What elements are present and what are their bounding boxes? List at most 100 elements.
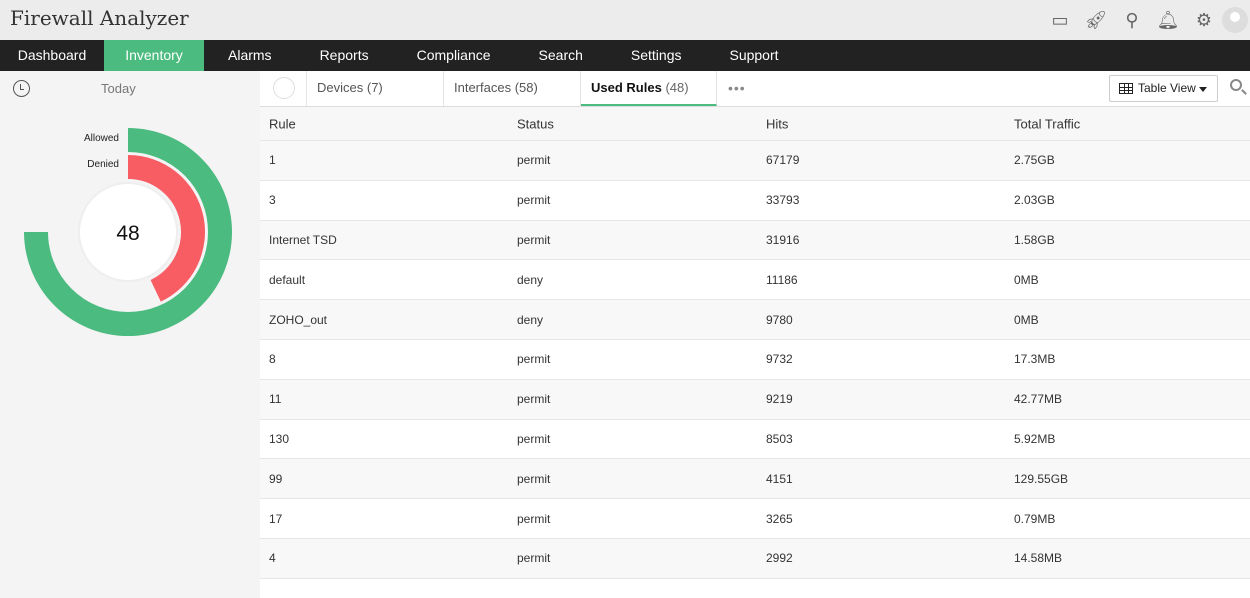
tab-label: Interfaces [454, 80, 512, 95]
view-select-label: Table View [1138, 81, 1196, 95]
arc-denied[interactable] [127, 155, 205, 302]
user-avatar-icon[interactable] [1222, 7, 1248, 33]
tab-used-rules[interactable]: Used Rules (48) [581, 71, 717, 106]
cell-traffic: 2.03GB [1014, 193, 1055, 208]
cell-rule: 4 [269, 551, 276, 566]
app-header: Firewall Analyzer ▭ 🚀︎ ⚲ 🔔︎ ⚙ [0, 0, 1250, 40]
gear-icon[interactable]: ⚙ [1195, 9, 1213, 30]
cell-traffic: 14.58MB [1014, 551, 1063, 566]
tab-label: Devices [317, 80, 364, 95]
period-label[interactable]: Today [101, 81, 136, 96]
cell-traffic: 2.75GB [1014, 153, 1055, 168]
table-row[interactable]: 99 permit 4151 129.55GB [260, 459, 1250, 500]
table-search-icon[interactable] [1230, 79, 1242, 91]
cell-rule: 17 [269, 511, 283, 526]
cell-traffic: 17.3MB [1014, 352, 1056, 367]
nav-settings[interactable]: Settings [630, 47, 682, 63]
table-row[interactable]: 17 permit 3265 0.79MB [260, 499, 1250, 539]
col-status[interactable]: Status [517, 116, 554, 131]
tab-interfaces[interactable]: Interfaces (58) [444, 71, 581, 106]
cell-traffic: 5.92MB [1014, 431, 1056, 446]
rocket-icon[interactable]: 🚀︎ [1084, 9, 1108, 30]
nav-compliance[interactable]: Compliance [416, 47, 491, 63]
presentation-icon[interactable]: ▭ [1051, 9, 1069, 30]
chevron-down-icon [1199, 87, 1207, 96]
rules-donut-chart: 48 [24, 128, 232, 336]
cell-rule: 3 [269, 193, 276, 208]
table-row[interactable]: ZOHO_out deny 9780 0MB [260, 300, 1250, 340]
table-row[interactable]: 11 permit 9219 42.77MB [260, 379, 1250, 420]
cell-status: permit [517, 232, 551, 247]
nav-support[interactable]: Support [729, 47, 779, 63]
nav-alarms[interactable]: Alarms [228, 47, 272, 63]
cell-status: permit [517, 471, 551, 486]
table-row[interactable]: default deny 11186 0MB [260, 260, 1250, 301]
table-header: Rule Status Hits Total Traffic [260, 107, 1250, 141]
cell-hits: 9219 [766, 392, 793, 407]
table-row[interactable]: Internet TSD permit 31916 1.58GB [260, 220, 1250, 261]
cell-hits: 9732 [766, 352, 793, 367]
table-row[interactable]: 4 permit 2992 14.58MB [260, 538, 1250, 579]
cell-rule: Internet TSD [269, 232, 337, 247]
nav-inventory[interactable]: Inventory [104, 40, 204, 71]
tab-label: Used Rules [591, 80, 662, 95]
cell-hits: 33793 [766, 193, 800, 208]
cell-hits: 3265 [766, 511, 793, 526]
legend-allowed: Allowed [83, 133, 119, 144]
cell-rule: 1 [269, 153, 276, 168]
col-rule[interactable]: Rule [269, 116, 296, 131]
cell-hits: 8503 [766, 431, 793, 446]
cell-status: permit [517, 431, 551, 446]
cell-rule: default [269, 272, 306, 287]
table-row[interactable]: 3 permit 33793 2.03GB [260, 180, 1250, 221]
cell-hits: 2992 [766, 551, 793, 566]
table-row[interactable]: 8 permit 9732 17.3MB [260, 339, 1250, 380]
tab-count: (7) [366, 80, 383, 95]
cell-status: permit [517, 352, 551, 367]
inventory-tabs: Devices (7) Interfaces (58) Used Rules (… [260, 71, 1250, 107]
cell-status: deny [517, 272, 544, 287]
cell-status: deny [517, 312, 544, 327]
cell-traffic: 42.77MB [1014, 392, 1063, 407]
cell-status: permit [517, 551, 551, 566]
col-hits[interactable]: Hits [766, 116, 789, 131]
tab-devices[interactable]: Devices (7) [307, 71, 444, 106]
arc-allowed[interactable] [24, 128, 232, 336]
tab-count: (48) [665, 80, 689, 95]
main-nav: Dashboard Inventory Alarms Reports Compl… [0, 40, 1250, 71]
cell-hits: 11186 [766, 272, 798, 287]
nav-dashboard[interactable]: Dashboard [17, 47, 87, 63]
donut-center [78, 182, 178, 282]
col-total-traffic[interactable]: Total Traffic [1014, 116, 1081, 131]
select-circle[interactable] [273, 77, 295, 99]
legend-denied: Denied [87, 159, 119, 170]
cell-rule: 130 [269, 431, 290, 446]
table-row[interactable]: 1 permit 67179 2.75GB [260, 141, 1250, 181]
table-icon [1119, 83, 1133, 94]
total-count: 48 [116, 222, 139, 245]
search-icon[interactable]: ⚲ [1125, 9, 1139, 30]
cell-status: permit [517, 193, 551, 208]
cell-traffic: 0MB [1014, 272, 1039, 287]
cell-status: permit [517, 511, 551, 526]
clock-icon[interactable] [13, 80, 30, 97]
select-all-area [260, 71, 307, 106]
more-tabs-icon[interactable]: ••• [728, 80, 746, 96]
tab-count: (58) [514, 80, 538, 95]
cell-hits: 9780 [766, 312, 793, 327]
used-rules-table: Rule Status Hits Total Traffic 1 permit 67… [260, 107, 1250, 579]
cell-traffic: 129.55GB [1014, 471, 1069, 486]
cell-traffic: 0MB [1014, 312, 1039, 327]
nav-search[interactable]: Search [538, 47, 583, 63]
cell-traffic: 0.79MB [1014, 511, 1056, 526]
cell-status: permit [517, 392, 551, 407]
bell-icon[interactable]: 🔔︎ [1156, 9, 1180, 30]
nav-reports[interactable]: Reports [319, 47, 369, 63]
cell-traffic: 1.58GB [1014, 232, 1055, 247]
cell-rule: 99 [269, 471, 283, 486]
table-row[interactable]: 130 permit 8503 5.92MB [260, 419, 1250, 460]
view-select[interactable]: Table View [1109, 75, 1218, 102]
cell-rule: 11 [269, 392, 282, 407]
cell-rule: ZOHO_out [269, 312, 328, 327]
cell-rule: 8 [269, 352, 276, 367]
